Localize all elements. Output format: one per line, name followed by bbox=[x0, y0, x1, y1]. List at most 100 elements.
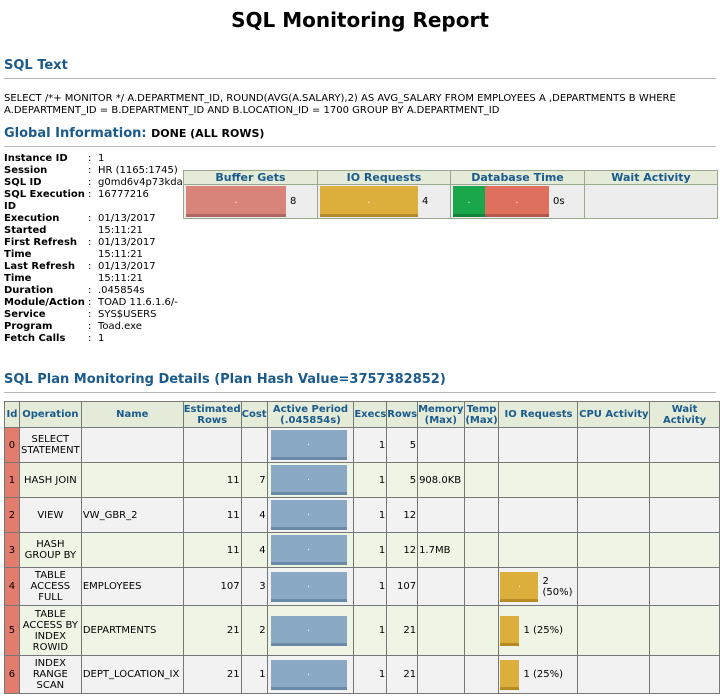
plan-temp bbox=[463, 532, 500, 568]
plan-cost bbox=[240, 427, 268, 463]
plan-operation: TABLE ACCESS BY INDEX ROWID bbox=[18, 605, 82, 656]
plan-object-name: DEPARTMENTS bbox=[80, 605, 184, 656]
global-info-colon: : bbox=[88, 165, 92, 176]
global-info-key: SQL ID bbox=[4, 177, 42, 188]
plan-rows: 5 bbox=[386, 427, 419, 463]
plan-cost: 4 bbox=[240, 497, 268, 533]
io-requests-bar: . bbox=[500, 615, 520, 646]
plan-cpu-activity bbox=[577, 532, 651, 568]
plan-operation: INDEX RANGE SCAN bbox=[18, 655, 82, 694]
global-info-colon: : bbox=[88, 153, 92, 164]
plan-memory bbox=[417, 655, 465, 694]
plan-temp bbox=[463, 655, 500, 694]
plan-estimated-rows: 11 bbox=[182, 497, 242, 533]
plan-wait-activity bbox=[649, 532, 720, 568]
io-requests-bar: . bbox=[320, 186, 418, 217]
plan-cpu-activity bbox=[577, 427, 651, 463]
plan-rows: 12 bbox=[386, 532, 419, 568]
global-info-colon: : bbox=[88, 261, 92, 272]
plan-wait-activity bbox=[649, 427, 720, 463]
col-memory: Memory (Max) bbox=[417, 401, 465, 428]
plan-active-period: . bbox=[266, 567, 355, 606]
global-info-colon: : bbox=[88, 285, 92, 296]
col-name: Name bbox=[80, 401, 184, 428]
global-info-row: Program: Toad.exe bbox=[4, 321, 188, 333]
col-cpu-activity: CPU Activity bbox=[577, 401, 651, 428]
io-requests-value: 4 bbox=[422, 196, 429, 207]
plan-io-requests bbox=[498, 462, 579, 498]
plan-row: 0 SELECT STATEMENT. 1 5 bbox=[4, 427, 720, 463]
active-period-bar: . bbox=[270, 500, 347, 530]
global-info-colon: : bbox=[88, 321, 92, 332]
global-info-key: Duration bbox=[4, 285, 54, 296]
io-requests-wrap: .1 (25%) bbox=[500, 659, 576, 690]
buffer-gets-header: Buffer Gets bbox=[183, 170, 318, 185]
global-info-colon: : bbox=[88, 309, 92, 320]
plan-table: Id Operation Name Estimated Rows Cost Ac… bbox=[4, 401, 720, 694]
plan-row: 5 TABLE ACCESS BY INDEX ROWID DEPARTMENTS 2… bbox=[4, 605, 720, 656]
plan-estimated-rows: 11 bbox=[182, 462, 242, 498]
plan-temp bbox=[463, 427, 500, 463]
plan-execs: 1 bbox=[353, 567, 388, 606]
plan-memory: 908.0KB bbox=[417, 462, 465, 498]
buffer-gets-cell: . 8 bbox=[183, 184, 318, 219]
global-info-colon: : bbox=[88, 189, 92, 200]
plan-cpu-activity bbox=[577, 605, 651, 656]
io-requests-cell: . 4 bbox=[317, 184, 451, 219]
plan-cost: 3 bbox=[240, 567, 268, 606]
global-info-value: .045854s bbox=[98, 285, 145, 296]
report-title: SQL Monitoring Report bbox=[231, 8, 489, 32]
database-time-header: Database Time bbox=[450, 170, 585, 185]
col-cost: Cost bbox=[240, 401, 268, 428]
plan-cpu-activity bbox=[577, 655, 651, 694]
col-temp: Temp (Max) bbox=[463, 401, 500, 428]
global-info-row: Fetch Calls:1 bbox=[4, 333, 188, 345]
plan-id: 2 bbox=[4, 497, 20, 533]
active-period-bar: . bbox=[270, 659, 347, 690]
plan-cpu-activity bbox=[577, 462, 651, 498]
plan-row: 3 HASH GROUP BY 11 4. 1 12 1.7MB bbox=[4, 532, 720, 568]
wait-activity-cell bbox=[584, 184, 718, 219]
global-info-row: Module/Action: TOAD 11.6.1.6/- bbox=[4, 297, 188, 309]
plan-io-requests bbox=[498, 427, 579, 463]
plan-object-name bbox=[80, 532, 184, 568]
plan-rows: 12 bbox=[386, 497, 419, 533]
plan-execs: 1 bbox=[353, 497, 388, 533]
global-info-status: DONE (ALL ROWS) bbox=[151, 127, 265, 140]
plan-temp bbox=[463, 605, 500, 656]
plan-execs: 1 bbox=[353, 605, 388, 656]
active-period-bar: . bbox=[270, 465, 347, 495]
global-info-key: Fetch Calls bbox=[4, 333, 66, 344]
io-requests-header: IO Requests bbox=[317, 170, 451, 185]
plan-rows: 21 bbox=[386, 605, 419, 656]
col-execs: Execs bbox=[353, 401, 388, 428]
global-info-value: 1 bbox=[98, 153, 105, 164]
database-time-cpu-bar: . bbox=[453, 186, 485, 217]
buffer-gets-value: 8 bbox=[290, 196, 297, 207]
global-info-value: 01/13/2017 15:11:21 bbox=[98, 237, 156, 260]
plan-wait-activity bbox=[649, 462, 720, 498]
active-period-bar: . bbox=[270, 615, 347, 646]
global-info-table: Instance ID:1 Session: HR (1165:1745) SQL I… bbox=[4, 153, 188, 345]
global-info-row: SQL Execution ID:16777216 bbox=[4, 189, 188, 213]
stats-table: Buffer Gets IO Requests Database Time Wa… bbox=[183, 170, 718, 219]
plan-object-name: EMPLOYEES bbox=[80, 567, 184, 606]
plan-object-name bbox=[80, 427, 184, 463]
global-info-key: Last Refresh Time bbox=[4, 261, 75, 284]
col-io-requests: IO Requests bbox=[498, 401, 579, 428]
global-info-key: Module/Action bbox=[4, 297, 85, 308]
plan-execs: 1 bbox=[353, 462, 388, 498]
plan-operation: SELECT STATEMENT bbox=[18, 427, 82, 463]
plan-row: 4 TABLE ACCESS FULL EMPLOYEES 107 3. 1 107. 2 (… bbox=[4, 567, 720, 606]
global-info-key: Instance ID bbox=[4, 153, 68, 164]
sql-text: SELECT /*+ MONITOR */ A.DEPARTMENT_ID, R… bbox=[4, 93, 676, 116]
global-info-key: Program bbox=[4, 321, 53, 332]
plan-id: 6 bbox=[4, 655, 20, 694]
global-info-row: Execution Started:01/13/2017 15:11:21 bbox=[4, 213, 188, 237]
plan-row: 2 VIEW VW_GBR_2 11 4. 1 12 bbox=[4, 497, 720, 533]
global-info-value: HR (1165:1745) bbox=[98, 165, 178, 176]
global-info-row: Duration: .045854s bbox=[4, 285, 188, 297]
plan-estimated-rows: 21 bbox=[182, 605, 242, 656]
plan-heading: SQL Plan Monitoring Details (Plan Hash V… bbox=[4, 372, 446, 387]
global-info-row: Service: SYS$USERS bbox=[4, 309, 188, 321]
